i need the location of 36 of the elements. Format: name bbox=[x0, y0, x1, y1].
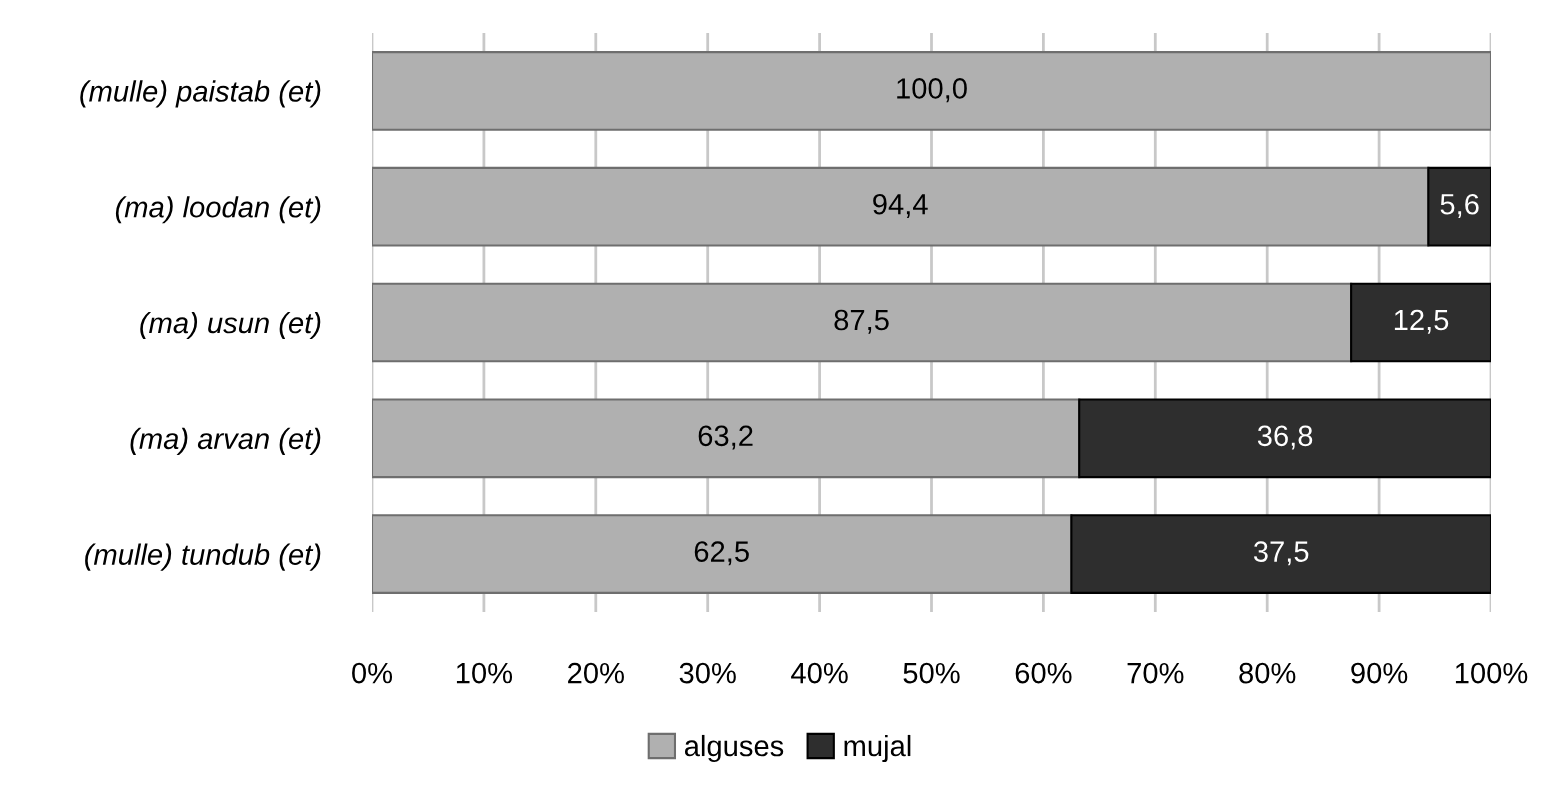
x-tick-label: 70% bbox=[1127, 662, 1184, 684]
y-tick-label: (ma) loodan (et) bbox=[115, 196, 321, 224]
bar bbox=[372, 51, 1491, 131]
bar bbox=[1070, 514, 1491, 594]
x-tick-label: 20% bbox=[568, 662, 624, 684]
x-tick-label: 50% bbox=[903, 662, 960, 684]
x-tick-label: 60% bbox=[1015, 662, 1072, 684]
data-label: 62,5 bbox=[694, 541, 749, 566]
x-tick-label: 0% bbox=[352, 662, 393, 684]
bar bbox=[372, 166, 1430, 247]
data-label: 5,6 bbox=[1440, 193, 1479, 218]
bar bbox=[1078, 398, 1491, 479]
y-tick-label: (mulle) tundub (et) bbox=[85, 543, 321, 571]
data-label: 36,8 bbox=[1257, 425, 1313, 450]
y-tick-label: (ma) arvan (et) bbox=[130, 427, 321, 455]
legend-label: mujal bbox=[844, 734, 911, 763]
bar bbox=[1350, 282, 1491, 363]
y-tick-label: (ma) usun (et) bbox=[140, 311, 321, 340]
data-label: 87,5 bbox=[834, 309, 889, 334]
x-tick-label: 30% bbox=[679, 662, 736, 684]
x-tick-label: 90% bbox=[1351, 662, 1408, 684]
data-label: 63,2 bbox=[698, 425, 753, 450]
data-label: 12,5 bbox=[1394, 309, 1449, 334]
bar bbox=[372, 282, 1353, 363]
data-label: 100,0 bbox=[897, 78, 967, 103]
y-tick-label: (mulle) paistab (et) bbox=[80, 80, 321, 108]
x-tick-label: 40% bbox=[791, 662, 848, 684]
legend-label: alguses bbox=[684, 734, 784, 763]
bar bbox=[372, 514, 1073, 594]
x-tick-label: 10% bbox=[456, 662, 513, 684]
x-tick-label: 100% bbox=[1455, 662, 1528, 684]
x-tick-label: 80% bbox=[1239, 662, 1296, 684]
data-label: 94,4 bbox=[873, 193, 928, 218]
bar bbox=[372, 398, 1081, 479]
data-label: 37,5 bbox=[1253, 541, 1309, 566]
bar bbox=[1427, 166, 1491, 247]
